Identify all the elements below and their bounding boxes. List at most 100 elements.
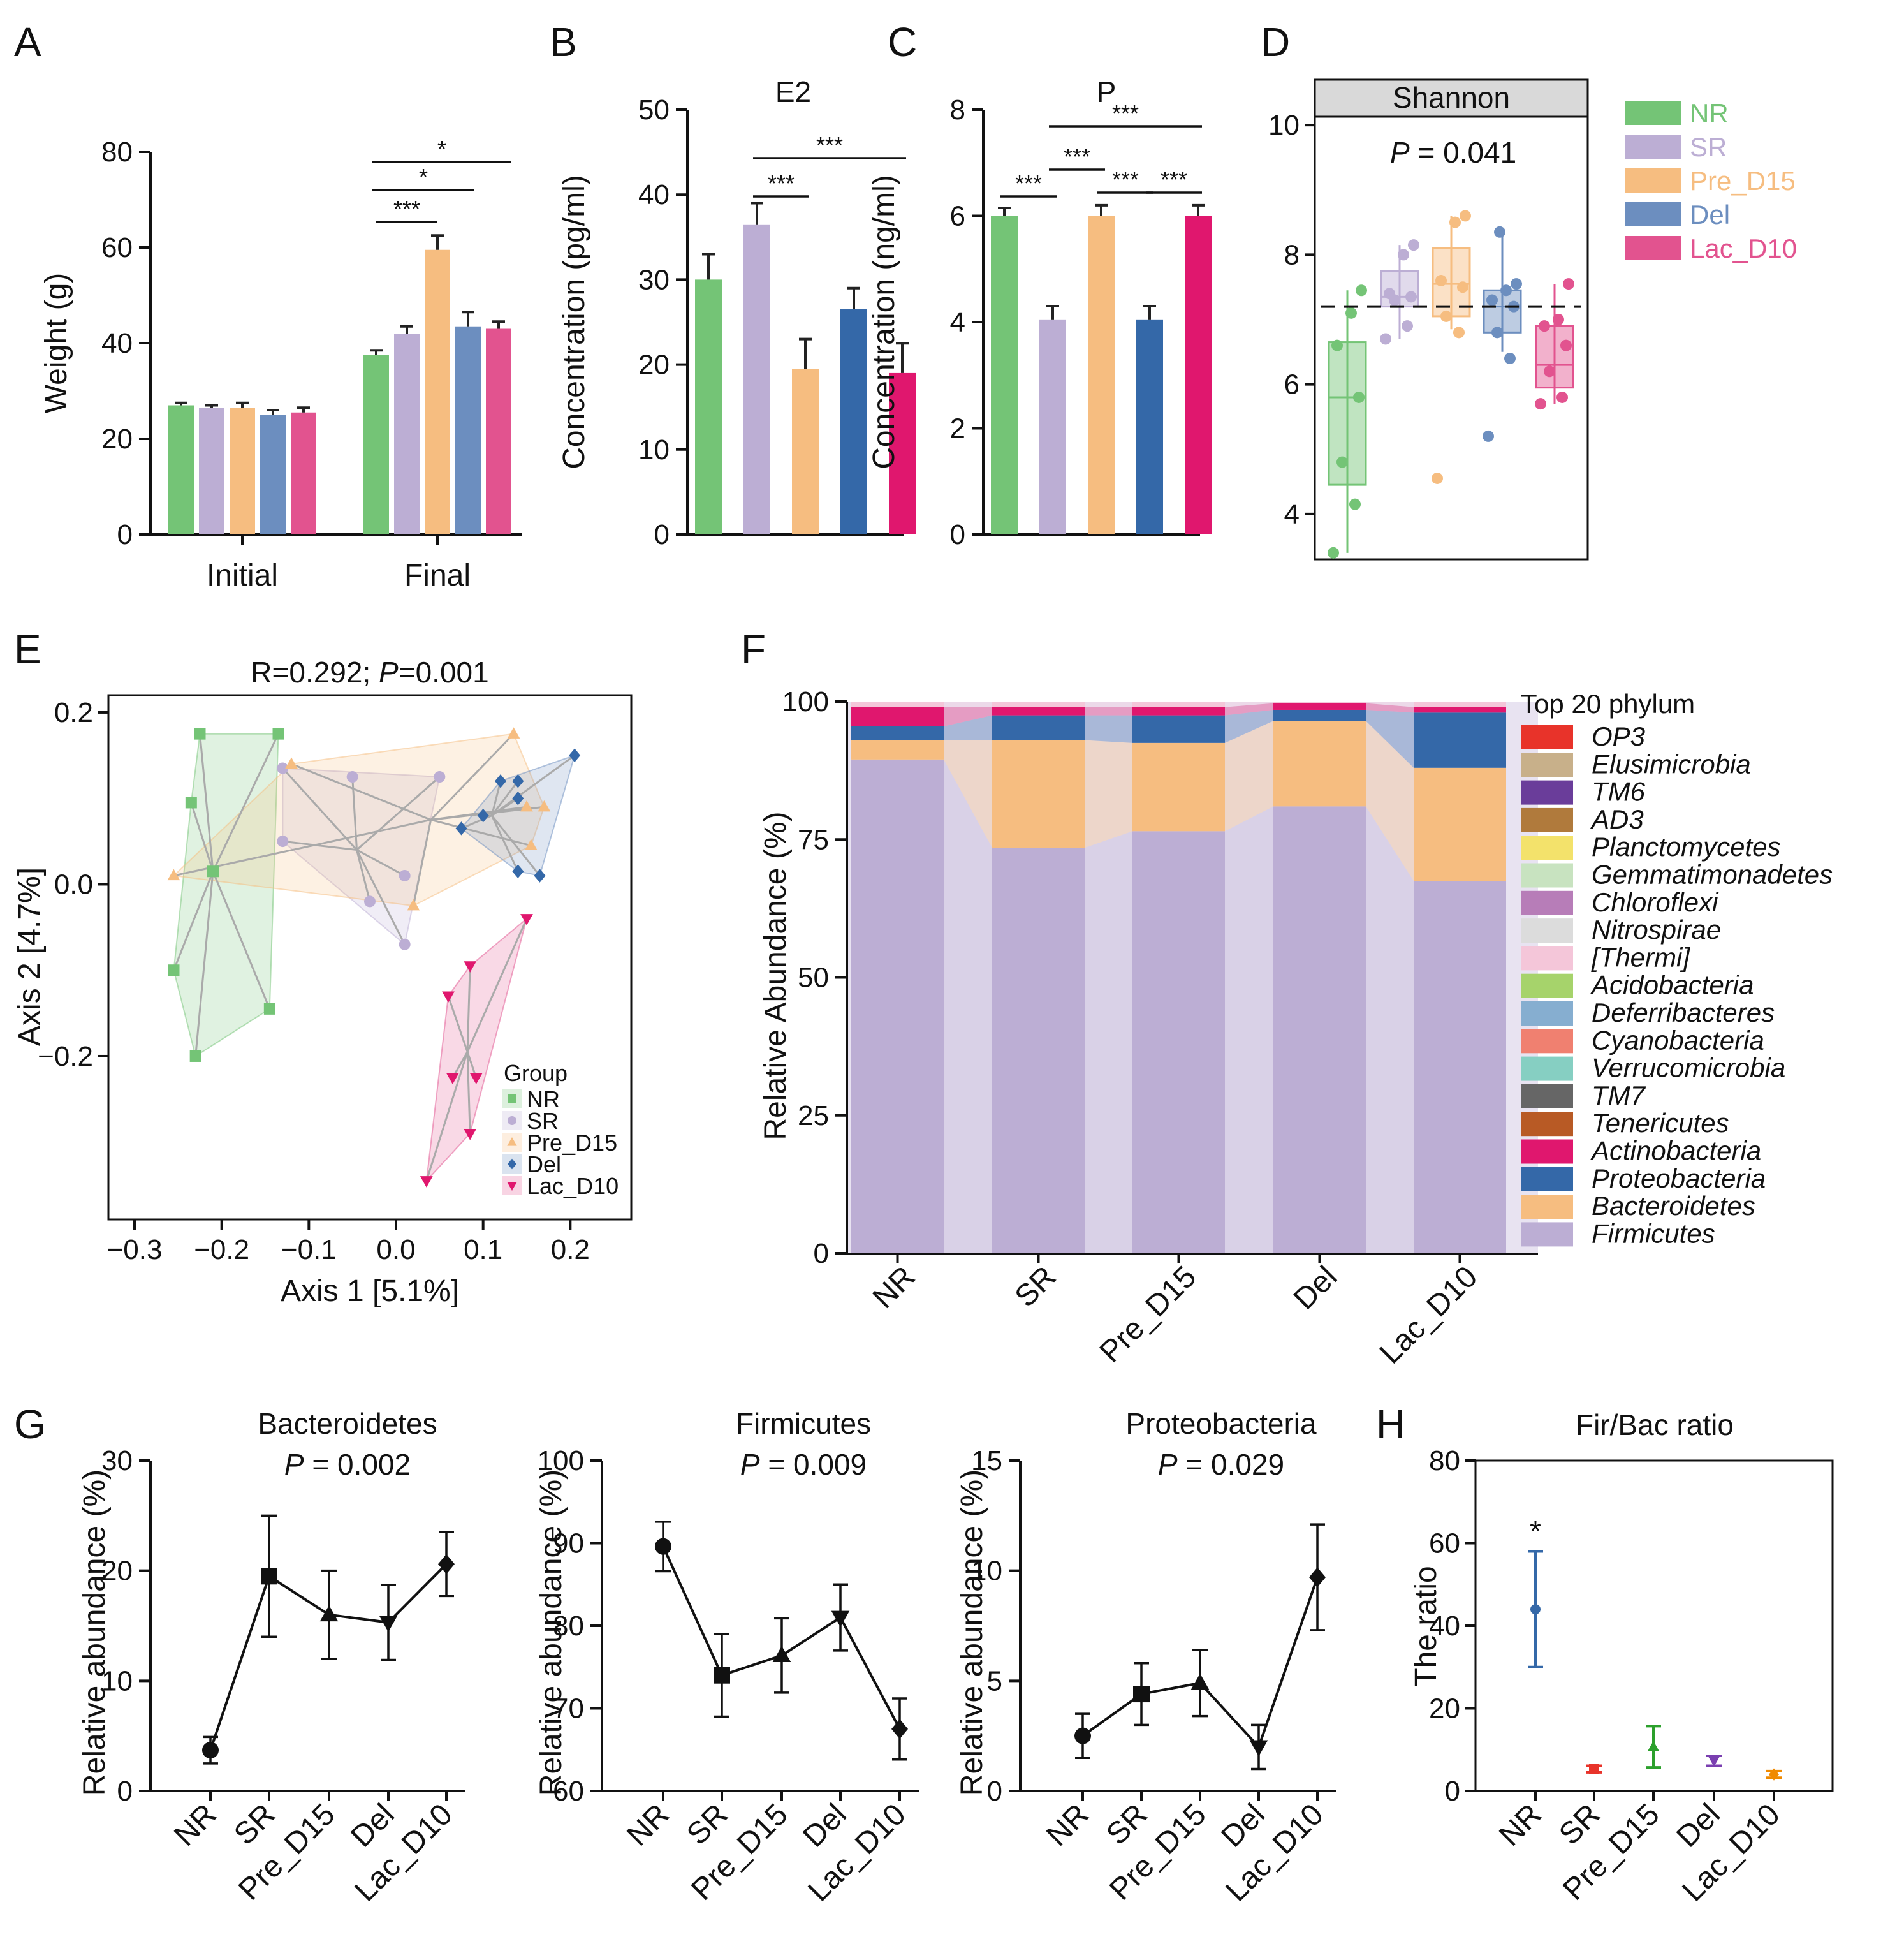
- flow-band-other: [944, 702, 992, 707]
- ratio-title: Fir/Bac ratio: [1576, 1408, 1734, 1441]
- bar-del: [840, 309, 867, 534]
- box-point: [1491, 327, 1503, 339]
- pcoa-legend-title: Group: [504, 1060, 568, 1086]
- bar-nr-initial: [168, 405, 194, 534]
- pcoa-title: R=0.292; P=0.001: [251, 656, 488, 689]
- point-nr: [185, 797, 197, 809]
- phylum-x-tick-label: NR: [867, 1260, 921, 1315]
- marker-lac_d10: [1309, 1567, 1326, 1587]
- bar-sr-final: [394, 334, 420, 534]
- legend-swatch: [1521, 1112, 1573, 1137]
- box-point: [1483, 430, 1494, 442]
- panel-e-pcoa: E R=0.292; P=0.001 −0.3 −0.2 −0.1 0.0 0.1 0.2 −0…: [13, 626, 633, 1308]
- bar-pre_d15: [792, 369, 819, 534]
- b-y-tick-label: 50: [638, 94, 670, 126]
- bar-del-final: [455, 326, 481, 534]
- weight-y-tick-label: 0: [117, 519, 133, 550]
- point-del: [534, 869, 546, 883]
- panel-letter-b: B: [550, 19, 577, 65]
- box-point: [1380, 333, 1391, 345]
- weight-y-axis-label: Weight (g): [40, 273, 73, 414]
- box-point: [1460, 210, 1471, 222]
- b-y-tick-label: 20: [638, 350, 670, 381]
- c-y-tick-label: 2: [950, 413, 965, 445]
- pcoa-legend-label-del: Del: [527, 1151, 561, 1177]
- point-nr: [194, 728, 206, 740]
- spider-line: [190, 802, 214, 872]
- hull-del: [460, 754, 576, 877]
- ratio-marker-lac_d10: [1769, 1768, 1779, 1781]
- phylum-y-tick-label: 75: [798, 824, 829, 855]
- point-nr: [272, 728, 284, 740]
- bar-pre_d15-initial: [230, 408, 255, 534]
- pcoa-legend-marker-pre_d15: [507, 1137, 517, 1146]
- point-sr: [399, 938, 411, 950]
- g2-y-tick-label: 80: [553, 1610, 584, 1642]
- g1-p-value: P = 0.002: [284, 1448, 411, 1481]
- g3-y-tick-label: 10: [971, 1556, 1002, 1587]
- box-nr: [1328, 341, 1367, 486]
- pcoa-legend-marker-lac_d10: [507, 1182, 517, 1191]
- spider-line: [356, 849, 406, 877]
- b-y-axis-label: Concentration (pg/ml): [557, 175, 591, 469]
- pcoa-title-p: =0.001: [399, 656, 489, 689]
- box-point: [1345, 307, 1357, 319]
- legend-label: Elusimicrobia: [1592, 749, 1751, 779]
- ratio-y-tick-label: 40: [1429, 1610, 1460, 1642]
- legend-label: Verrucomicrobia: [1592, 1053, 1785, 1083]
- box-point: [1408, 239, 1419, 251]
- bar-sr-initial: [199, 408, 224, 534]
- box-point: [1331, 339, 1343, 351]
- stack-sr-actinobacteria: [992, 707, 1085, 716]
- legend-label: Deferribacteres: [1592, 998, 1775, 1027]
- weight-x-tick-label: Initial: [207, 559, 278, 593]
- phylum-x-tick-label: Del: [1287, 1260, 1344, 1316]
- box-point: [1405, 291, 1417, 303]
- ratio-marker-nr: [1530, 1604, 1541, 1615]
- spider-line: [491, 780, 519, 816]
- pcoa-y-tick-label: −0.2: [38, 1041, 93, 1072]
- g2-p-value: P = 0.009: [740, 1448, 867, 1481]
- box-point: [1494, 226, 1505, 238]
- stack-sr-other: [992, 702, 1085, 707]
- box-point: [1544, 365, 1555, 378]
- box-point: [1440, 310, 1452, 322]
- legend-label: Planctomycetes: [1592, 832, 1780, 862]
- ratio-x-tick-label: NR: [1493, 1797, 1548, 1852]
- g2-y-tick-label: 100: [538, 1445, 584, 1477]
- legend-swatch: [1521, 973, 1573, 998]
- spider-line: [490, 815, 519, 872]
- point-lac_d10: [420, 1176, 433, 1188]
- pcoa-legend-marker-del: [508, 1158, 516, 1170]
- weight-y-tick-label: 80: [101, 136, 133, 168]
- stack-pre_d15-firmicutes: [1132, 831, 1225, 1253]
- bar-sr: [1039, 319, 1066, 534]
- b-y-tick-label: 30: [638, 264, 670, 295]
- phylum-y-axis-label: Relative Abundance (%): [759, 812, 793, 1140]
- bar-nr-final: [363, 355, 389, 534]
- ratio-y-tick-label: 0: [1445, 1776, 1460, 1807]
- pcoa-x-tick-label: −0.1: [281, 1234, 337, 1265]
- point-sr: [364, 895, 376, 908]
- panel-letter-d: D: [1261, 19, 1290, 65]
- g2-y-axis-label: Relative abundance (%): [534, 1469, 568, 1796]
- phylum-x-tick-label: Lac_D10: [1373, 1260, 1484, 1370]
- spider-line: [356, 849, 406, 945]
- g3-y-tick-label: 0: [987, 1776, 1002, 1807]
- spider-line: [282, 840, 357, 851]
- pcoa-y-tick-label: 0.0: [54, 869, 93, 900]
- spider-line: [194, 871, 214, 1057]
- marker-sr: [1133, 1686, 1150, 1703]
- spider-line: [291, 763, 432, 821]
- legend-label: [Thermi]: [1591, 942, 1690, 972]
- significance-label: ***: [1161, 166, 1187, 193]
- ratio-marker-sr: [1589, 1764, 1599, 1774]
- box-point: [1535, 398, 1546, 410]
- box-point: [1553, 314, 1564, 325]
- stack-del-other: [1273, 702, 1366, 703]
- box-point: [1328, 547, 1339, 559]
- flow-band-actinobacteria: [1225, 703, 1273, 716]
- pcoa-x-tick-label: 0.0: [376, 1234, 415, 1265]
